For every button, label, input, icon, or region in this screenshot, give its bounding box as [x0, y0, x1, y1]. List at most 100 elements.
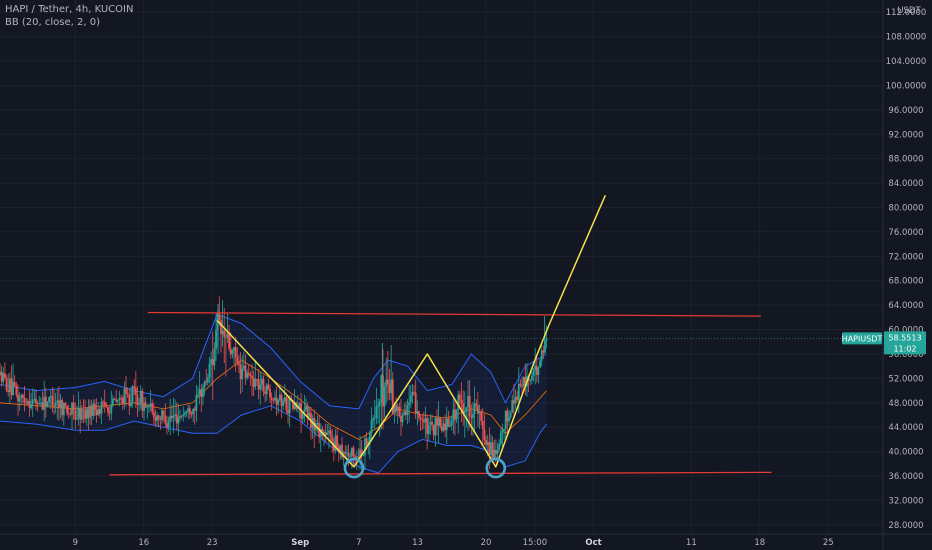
candle-body: [220, 320, 222, 335]
price-tick-label: 96.0000: [888, 106, 923, 116]
candle-body: [414, 392, 417, 414]
bottom-marker-circle: [485, 457, 507, 479]
candle-body: [408, 402, 411, 406]
candle-body: [306, 406, 309, 418]
price-tick-label: 100.0000: [886, 81, 927, 91]
candle-body: [390, 379, 393, 394]
candle-body: [357, 456, 360, 458]
candle-body: [450, 421, 453, 426]
time-axis-labels[interactable]: 9 16 23 Sep 7 13 20 15:00 Oct 11 18 25: [73, 538, 834, 548]
candle-body: [524, 376, 527, 387]
indicator-legend[interactable]: BB (20, close, 2, 0): [5, 17, 100, 28]
candle-body: [270, 397, 273, 400]
price-axis-unit: USDT: [897, 6, 921, 16]
drawings: [109, 195, 772, 479]
candle-body: [494, 449, 497, 455]
candle-body: [241, 368, 244, 380]
candle-body: [30, 404, 32, 409]
candle-body: [136, 394, 139, 405]
candle-body: [74, 410, 77, 420]
candle-body: [337, 447, 340, 452]
candle-body: [131, 386, 134, 403]
candle-body: [43, 396, 46, 410]
candle-body: [476, 405, 479, 414]
candle-body: [264, 391, 267, 395]
symbol-title[interactable]: HAPI / Tether, 4h, KUCOIN: [5, 4, 134, 15]
price-tick-label: 88.0000: [888, 155, 923, 165]
candle-body: [62, 403, 65, 416]
candle-body: [56, 400, 59, 403]
candle-body: [98, 408, 101, 414]
candle-body: [424, 418, 427, 423]
candle-body: [463, 410, 466, 414]
candle-body: [35, 398, 37, 404]
candle-body: [545, 338, 548, 341]
candle-body: [126, 393, 129, 395]
candle-body: [455, 410, 458, 420]
candle-body: [349, 456, 352, 457]
candle-body: [339, 444, 342, 452]
candle-body: [485, 439, 487, 445]
candle-body: [205, 381, 208, 383]
candle-body: [177, 417, 180, 424]
candle-body: [530, 375, 533, 381]
candle-body: [475, 403, 478, 406]
candle-body: [187, 408, 190, 412]
price-tag: [884, 331, 926, 355]
candle-body: [66, 406, 68, 414]
candle-body: [269, 389, 271, 398]
candle-body: [5, 377, 8, 391]
candle-body: [148, 406, 150, 408]
candle-body: [26, 400, 29, 404]
candle-body: [252, 377, 255, 387]
candle-body: [134, 387, 137, 395]
candle-body: [516, 396, 519, 400]
candle-body: [228, 333, 231, 349]
candle-body: [82, 409, 85, 411]
candle-body: [238, 362, 240, 365]
candle-body: [486, 442, 489, 445]
candle-body: [360, 449, 363, 456]
candle-body: [224, 336, 227, 338]
candle-body: [458, 394, 461, 400]
candle-body: [373, 418, 376, 420]
candle-body: [501, 430, 504, 433]
candle-body: [184, 412, 186, 415]
candle-body: [84, 410, 87, 419]
candle-body: [113, 398, 116, 400]
candle-body: [352, 447, 355, 457]
candle-body: [380, 375, 383, 402]
candle-body: [206, 377, 209, 383]
candle-body: [203, 381, 206, 388]
candle-body: [365, 438, 368, 446]
candle-body: [254, 379, 257, 387]
candle-body: [213, 348, 216, 366]
candle-body: [143, 402, 145, 411]
candle-body: [59, 400, 62, 409]
candle-body: [146, 406, 149, 408]
candle-body: [0, 371, 3, 382]
candle-body: [473, 403, 476, 414]
candle-body: [280, 394, 283, 406]
price-tick-label: 64.0000: [888, 301, 923, 311]
candle-body: [503, 428, 505, 431]
price-tick-label: 68.0000: [888, 277, 923, 287]
candle-body: [454, 409, 456, 420]
candle-body: [149, 403, 152, 407]
candle-body: [10, 378, 13, 396]
candle-body: [226, 333, 229, 338]
price-tick-label: 36.0000: [888, 472, 923, 482]
candle-body: [107, 407, 109, 413]
bottom-marker-circle: [343, 457, 365, 479]
candle-body: [305, 406, 307, 410]
price-tick-label: 40.0000: [888, 448, 923, 458]
candle-body: [350, 447, 353, 457]
candle-body: [218, 312, 221, 321]
candle-body: [15, 385, 18, 395]
candle-body: [33, 398, 36, 400]
candle-body: [521, 385, 523, 387]
price-axis-labels[interactable]: 112.0000 108.0000 104.0000 100.0000 96.0000 9…: [886, 8, 927, 531]
candle-body: [102, 401, 105, 403]
candle-body: [51, 396, 54, 406]
